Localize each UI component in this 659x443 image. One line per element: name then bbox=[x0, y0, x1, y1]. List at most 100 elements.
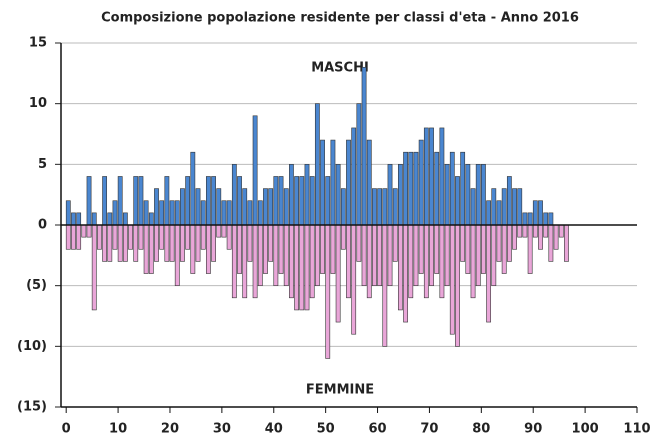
bar bbox=[86, 176, 92, 226]
bar bbox=[423, 127, 429, 226]
bar bbox=[340, 188, 346, 226]
bar bbox=[122, 224, 128, 262]
bar bbox=[174, 224, 180, 286]
bar bbox=[91, 212, 97, 226]
bar bbox=[449, 151, 455, 226]
bar bbox=[107, 212, 113, 226]
y-tick-label: 15 bbox=[29, 36, 47, 51]
bar bbox=[429, 127, 434, 226]
bar bbox=[164, 176, 170, 226]
bar bbox=[553, 224, 559, 250]
bar bbox=[278, 176, 284, 226]
bar bbox=[154, 224, 159, 262]
bar bbox=[299, 176, 305, 226]
x-tick-label: 50 bbox=[317, 422, 335, 437]
bar bbox=[278, 224, 284, 274]
bar bbox=[273, 176, 279, 226]
bar bbox=[195, 224, 201, 262]
bar bbox=[522, 212, 528, 226]
bar bbox=[403, 224, 408, 323]
bar bbox=[486, 200, 492, 226]
bar bbox=[491, 224, 497, 286]
bar bbox=[226, 224, 232, 250]
bar bbox=[169, 200, 175, 226]
bar bbox=[237, 224, 242, 274]
bar bbox=[418, 224, 424, 274]
x-tick-label: 100 bbox=[572, 422, 599, 437]
bar bbox=[330, 139, 336, 226]
bar bbox=[76, 224, 82, 250]
bar bbox=[294, 176, 300, 226]
x-tick-label: 70 bbox=[420, 422, 438, 437]
bar bbox=[107, 224, 113, 262]
bar bbox=[392, 224, 398, 262]
bar bbox=[538, 224, 543, 250]
bar bbox=[211, 224, 216, 262]
bar bbox=[475, 224, 481, 286]
bar bbox=[335, 224, 341, 323]
bar bbox=[86, 224, 92, 238]
bar bbox=[154, 188, 159, 226]
x-tick-label: 80 bbox=[472, 422, 490, 437]
bar bbox=[289, 164, 294, 226]
bar bbox=[211, 176, 216, 226]
bar bbox=[257, 200, 263, 226]
bar bbox=[294, 224, 300, 311]
bar bbox=[532, 224, 538, 238]
bar bbox=[413, 151, 419, 226]
annotation: MASCHI bbox=[311, 61, 369, 76]
bar bbox=[180, 224, 185, 262]
bar bbox=[81, 224, 87, 238]
bar bbox=[226, 200, 232, 226]
bar bbox=[91, 224, 97, 311]
x-tick-label: 30 bbox=[213, 422, 231, 437]
y-tick-label: (5) bbox=[26, 278, 47, 293]
bar bbox=[97, 224, 102, 250]
bar bbox=[397, 164, 403, 226]
bar bbox=[216, 224, 222, 238]
bar bbox=[164, 224, 170, 262]
bar bbox=[496, 200, 502, 226]
bar bbox=[128, 224, 133, 250]
bar bbox=[423, 224, 429, 299]
bar bbox=[112, 224, 118, 250]
bar bbox=[299, 224, 305, 311]
bar bbox=[366, 139, 372, 226]
bar bbox=[351, 224, 357, 335]
bar bbox=[346, 139, 351, 226]
bar bbox=[102, 224, 108, 262]
bar bbox=[429, 224, 434, 286]
bar bbox=[455, 224, 460, 347]
bar bbox=[133, 224, 139, 262]
bar bbox=[517, 224, 523, 238]
bar bbox=[304, 224, 310, 311]
bar bbox=[340, 224, 346, 250]
bar bbox=[268, 224, 274, 262]
bar bbox=[237, 176, 242, 226]
bar bbox=[517, 188, 523, 226]
bar bbox=[366, 224, 372, 299]
bar bbox=[543, 224, 549, 238]
bar bbox=[268, 188, 274, 226]
bar bbox=[138, 176, 144, 226]
bar bbox=[252, 224, 258, 299]
bar bbox=[444, 164, 450, 226]
bar bbox=[195, 188, 201, 226]
bar bbox=[491, 188, 497, 226]
bar bbox=[470, 224, 476, 299]
x-tick-label: 20 bbox=[161, 422, 179, 437]
bar bbox=[403, 151, 408, 226]
bar bbox=[242, 224, 248, 299]
bar bbox=[346, 224, 351, 299]
bar bbox=[159, 224, 165, 250]
bar bbox=[273, 224, 279, 286]
bar bbox=[174, 200, 180, 226]
bar bbox=[361, 66, 367, 226]
bar bbox=[439, 224, 445, 299]
bar bbox=[506, 224, 512, 262]
bar bbox=[481, 164, 486, 226]
bar bbox=[231, 164, 237, 226]
bar bbox=[522, 224, 528, 238]
bar bbox=[242, 188, 248, 226]
bar bbox=[564, 224, 569, 262]
